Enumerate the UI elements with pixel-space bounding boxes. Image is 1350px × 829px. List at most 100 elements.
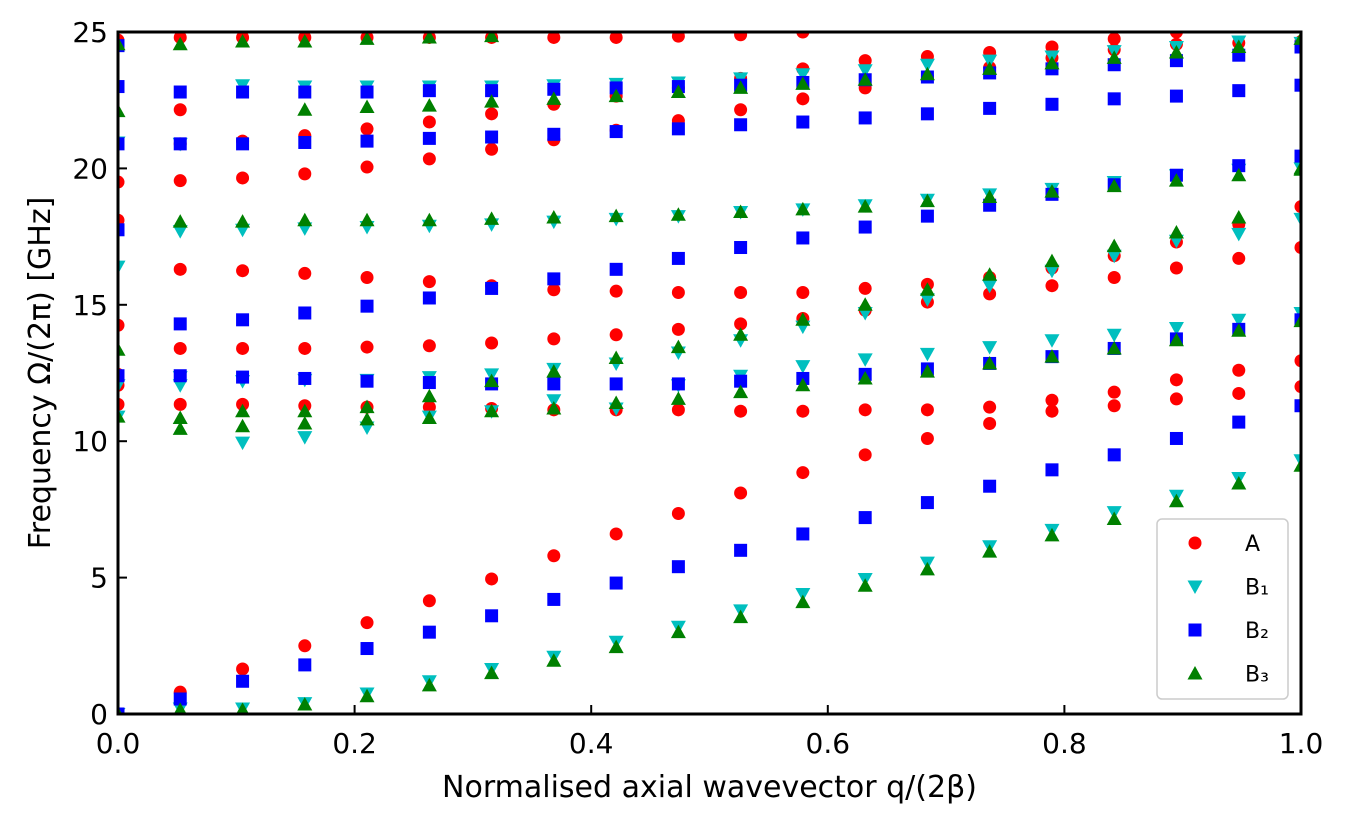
data-point [671, 286, 685, 300]
data-point [858, 281, 872, 295]
data-point [173, 262, 187, 276]
data-point [1107, 271, 1121, 285]
data-point [173, 317, 187, 331]
data-point [118, 137, 125, 151]
data-point [983, 479, 997, 493]
data-point [734, 118, 748, 132]
data-point [421, 388, 437, 403]
data-point [919, 561, 935, 576]
data-point [1293, 458, 1301, 472]
data-point [118, 397, 125, 411]
plot-frame [116, 30, 1303, 716]
legend-marker [1188, 623, 1202, 637]
data-point [173, 137, 187, 151]
series-2 [118, 35, 1301, 714]
data-point [734, 241, 748, 255]
data-point [547, 549, 561, 563]
data-point [795, 68, 811, 82]
data-point [173, 85, 187, 99]
data-point [547, 82, 561, 96]
data-point [236, 137, 250, 151]
legend-marker [1188, 536, 1202, 550]
data-point [360, 134, 374, 148]
data-point [733, 80, 749, 94]
data-point [235, 214, 251, 228]
legend-entry: B₁ [1187, 576, 1269, 601]
y-tick-label: 15 [72, 289, 108, 322]
data-point [421, 410, 437, 425]
data-point [173, 341, 187, 355]
data-point [172, 214, 188, 228]
data-point [1107, 448, 1121, 462]
data-point [1231, 167, 1247, 182]
data-point [795, 594, 811, 609]
data-point [1169, 261, 1183, 275]
data-point [671, 322, 685, 336]
data-point [546, 91, 562, 105]
data-point [857, 64, 873, 78]
data-point [422, 291, 436, 305]
data-point [1107, 32, 1121, 46]
data-point [485, 130, 499, 144]
data-point [1106, 328, 1122, 343]
data-point [298, 658, 312, 672]
data-point [1232, 415, 1246, 429]
data-point [485, 572, 499, 586]
data-point [1106, 511, 1122, 525]
data-point [1045, 463, 1059, 477]
data-point [920, 496, 934, 510]
legend-entry: B₃ [1187, 663, 1269, 688]
data-point [920, 431, 934, 445]
data-point [359, 32, 375, 45]
data-point [172, 421, 188, 435]
data-point [1044, 527, 1060, 542]
data-point [671, 560, 685, 574]
data-point [795, 360, 811, 374]
data-point [297, 212, 313, 227]
data-point [983, 416, 997, 430]
data-point [547, 377, 561, 391]
data-point [235, 418, 251, 433]
data-point [546, 400, 562, 415]
data-point [1294, 241, 1301, 255]
data-point [236, 313, 250, 327]
data-point [173, 397, 187, 411]
data-point [1294, 78, 1301, 92]
data-point [609, 527, 623, 541]
data-point [297, 34, 313, 48]
data-point [608, 395, 624, 410]
data-point [118, 36, 126, 51]
data-point [236, 674, 250, 688]
data-point [609, 32, 623, 44]
data-point [919, 347, 935, 362]
data-point [298, 639, 312, 653]
y-tick-label: 25 [72, 16, 108, 49]
data-point [1293, 313, 1301, 328]
data-point [359, 99, 375, 114]
data-point [1232, 386, 1246, 400]
data-point [609, 576, 623, 590]
data-point [298, 135, 312, 149]
data-point [858, 111, 872, 125]
axes: 0.0 0.2 0.4 0.6 0.8 1.0 0 5 10 15 20 25 Normalised a… [23, 16, 1323, 805]
data-point [421, 677, 437, 692]
data-point [795, 201, 811, 216]
legend-marker [1187, 580, 1203, 594]
data-point [118, 175, 125, 189]
data-point [118, 103, 126, 118]
data-point [485, 142, 499, 156]
legend-entry: B₂ [1188, 619, 1269, 644]
data-point [360, 340, 374, 354]
data-point [858, 511, 872, 525]
data-point [236, 341, 250, 355]
data-point [609, 377, 623, 391]
data-point [235, 436, 251, 451]
data-point [857, 370, 873, 385]
data-point [1293, 160, 1301, 175]
data-point [485, 84, 499, 98]
data-point [547, 283, 561, 297]
data-point [734, 286, 748, 300]
data-point [670, 84, 686, 99]
data-point [359, 399, 375, 414]
data-point [796, 115, 810, 129]
